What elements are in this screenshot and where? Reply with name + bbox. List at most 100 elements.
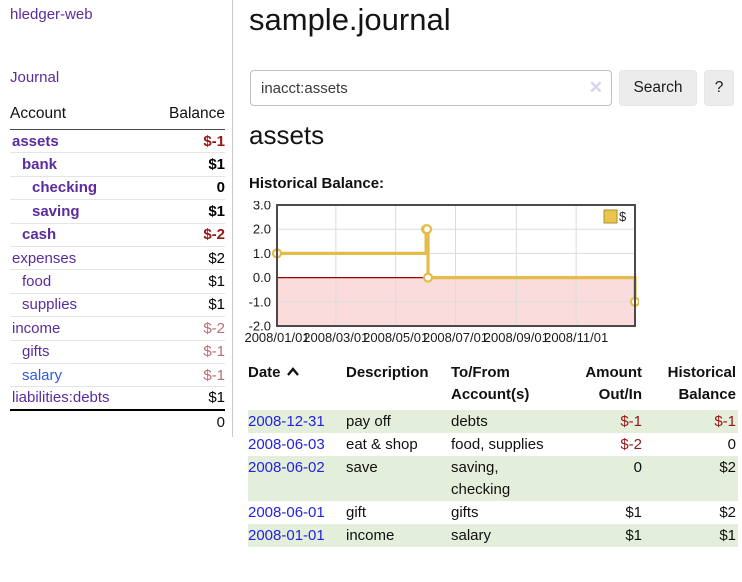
register-table: Date Description To/From Account(s) Amou… xyxy=(248,362,738,547)
search-input[interactable] xyxy=(250,70,612,106)
transaction-row: 2008-06-02 save saving, checking 0 $2 xyxy=(248,456,738,501)
y-axis-tick-label: 0.0 xyxy=(253,270,271,285)
transaction-row: 2008-12-31 pay off debts $-1 $-1 xyxy=(248,410,738,433)
column-header-description: Description xyxy=(346,364,429,381)
transaction-accounts: saving, checking xyxy=(451,456,576,501)
transaction-balance: $1 xyxy=(646,524,738,547)
account-link-food[interactable]: food xyxy=(22,273,52,291)
date-header-label: Date xyxy=(248,364,281,381)
account-balance: $-1 xyxy=(203,366,225,384)
transaction-accounts: food, supplies xyxy=(451,436,544,453)
transaction-row: 2008-06-03 eat & shop food, supplies $-2 0 xyxy=(248,433,738,456)
y-axis-tick-label: -2.0 xyxy=(249,319,271,334)
transaction-accounts: gifts xyxy=(451,504,479,521)
sidebar: hledger-web Journal Account Balance asse… xyxy=(0,0,233,437)
account-link-supplies[interactable]: supplies xyxy=(22,296,78,314)
data-point-marker xyxy=(422,272,434,283)
transaction-balance: $-1 xyxy=(646,410,738,433)
account-row: cash $-2 xyxy=(10,224,225,247)
clear-search-icon[interactable]: ✕ xyxy=(588,78,603,97)
main-content: sample.journal ✕ Search ? assets Histori… xyxy=(244,0,742,582)
account-link-saving[interactable]: saving xyxy=(32,202,80,220)
account-balance: $2 xyxy=(208,249,225,267)
transaction-description: eat & shop xyxy=(346,436,418,453)
account-link-cash[interactable]: cash xyxy=(22,226,57,244)
account-row: saving $1 xyxy=(10,200,225,224)
x-axis-tick-label: 2008/07/01 xyxy=(423,330,488,345)
account-row: checking 0 xyxy=(10,177,225,201)
transaction-date-link[interactable]: 2008-06-03 xyxy=(248,436,325,453)
transaction-balance: $2 xyxy=(646,456,738,501)
transaction-description: gift xyxy=(346,504,367,521)
sidebar-item-journal[interactable]: Journal xyxy=(10,69,60,86)
account-balance: $1 xyxy=(208,296,225,314)
transaction-accounts: debts xyxy=(451,410,576,433)
account-link-assets[interactable]: assets xyxy=(12,132,59,150)
account-link-income[interactable]: income xyxy=(12,319,61,337)
transaction-date-link[interactable]: 2008-12-31 xyxy=(248,413,325,430)
account-row: food $1 xyxy=(10,270,225,294)
y-axis-tick-label: 1.0 xyxy=(253,246,271,261)
transaction-amount: $-2 xyxy=(620,436,642,453)
register-header-row: Date Description To/From Account(s) Amou… xyxy=(248,362,738,410)
account-balance: $1 xyxy=(208,202,225,220)
account-row: bank $1 xyxy=(10,153,225,177)
transaction-row: 2008-01-01 income salary $1 $1 xyxy=(248,524,738,547)
x-axis-tick-label: 2008/05/01 xyxy=(363,330,428,345)
account-balance-table: Account Balance assets $-1 bank $1 checking 0… xyxy=(10,101,225,434)
account-balance: $1 xyxy=(208,273,225,291)
column-header-tofrom: To/From Account(s) xyxy=(451,364,530,403)
x-axis-tick-label: 2008/01/01 xyxy=(245,330,310,345)
account-link-expenses[interactable]: expenses xyxy=(12,249,77,267)
x-axis-tick-label: 2008/03/01 xyxy=(303,330,368,345)
legend-label: $ xyxy=(619,209,627,224)
x-axis-tick-label: 2008/11/01 xyxy=(544,330,608,345)
account-row: gifts $-1 xyxy=(10,341,225,364)
transaction-balance: $2 xyxy=(719,504,736,521)
transaction-accounts: salary xyxy=(451,524,576,547)
balance-column-header: Balance xyxy=(168,105,225,122)
transaction-date-link[interactable]: 2008-06-01 xyxy=(248,504,325,521)
account-link-gifts[interactable]: gifts xyxy=(22,343,50,361)
account-row: assets $-1 xyxy=(10,130,225,154)
brand-link[interactable]: hledger-web xyxy=(10,6,93,23)
y-axis-tick-label: 2.0 xyxy=(253,222,271,237)
page-title: sample.journal xyxy=(249,2,451,37)
account-link-checking[interactable]: checking xyxy=(32,179,98,197)
column-header-date[interactable]: Date xyxy=(248,362,346,410)
search-button[interactable]: Search xyxy=(619,70,697,106)
account-tree: assets $-1 bank $1 checking 0 saving $1 cash $-2 e… xyxy=(10,130,225,411)
data-point-marker xyxy=(421,224,433,235)
column-header-balance: Historical Balance xyxy=(667,364,736,403)
account-balance: $1 xyxy=(208,389,225,407)
account-balance: $-2 xyxy=(203,226,225,244)
account-balance: $-1 xyxy=(203,132,225,150)
account-balance: $-2 xyxy=(203,319,225,337)
account-row: expenses $2 xyxy=(10,247,225,271)
transaction-amount: 0 xyxy=(576,456,646,501)
account-row: income $-2 xyxy=(10,317,225,341)
historical-balance-chart: $2008/01/012008/03/012008/05/012008/07/0… xyxy=(244,198,641,345)
account-row: supplies $1 xyxy=(10,294,225,318)
transaction-date-link[interactable]: 2008-06-02 xyxy=(248,459,325,476)
account-total-row: 0 xyxy=(10,411,225,434)
chart-container: $2008/01/01 2008/03/01 2008/05/01 2008/07/0… xyxy=(244,198,641,353)
account-heading: assets xyxy=(249,120,325,150)
account-column-header: Account xyxy=(10,105,67,122)
transaction-description: income xyxy=(346,524,451,547)
account-link-salary[interactable]: salary xyxy=(22,366,63,384)
legend-swatch xyxy=(603,209,618,224)
account-row: liabilities:debts $1 xyxy=(10,387,225,411)
help-button[interactable]: ? xyxy=(704,70,734,106)
transaction-amount: $1 xyxy=(576,524,646,547)
register-body: 2008-12-31 pay off debts $-1 $-1 2008-06-03 ea… xyxy=(248,410,738,547)
account-link-liabilities-debts[interactable]: liabilities:debts xyxy=(12,389,110,407)
transaction-description: save xyxy=(346,456,451,501)
search-input-wrap: ✕ xyxy=(250,70,612,106)
column-header-amount: Amount Out/In xyxy=(585,364,642,403)
account-balance: $-1 xyxy=(203,343,225,361)
sort-ascending-icon xyxy=(286,367,299,376)
account-link-bank[interactable]: bank xyxy=(22,156,58,174)
transaction-date-link[interactable]: 2008-01-01 xyxy=(248,527,325,544)
